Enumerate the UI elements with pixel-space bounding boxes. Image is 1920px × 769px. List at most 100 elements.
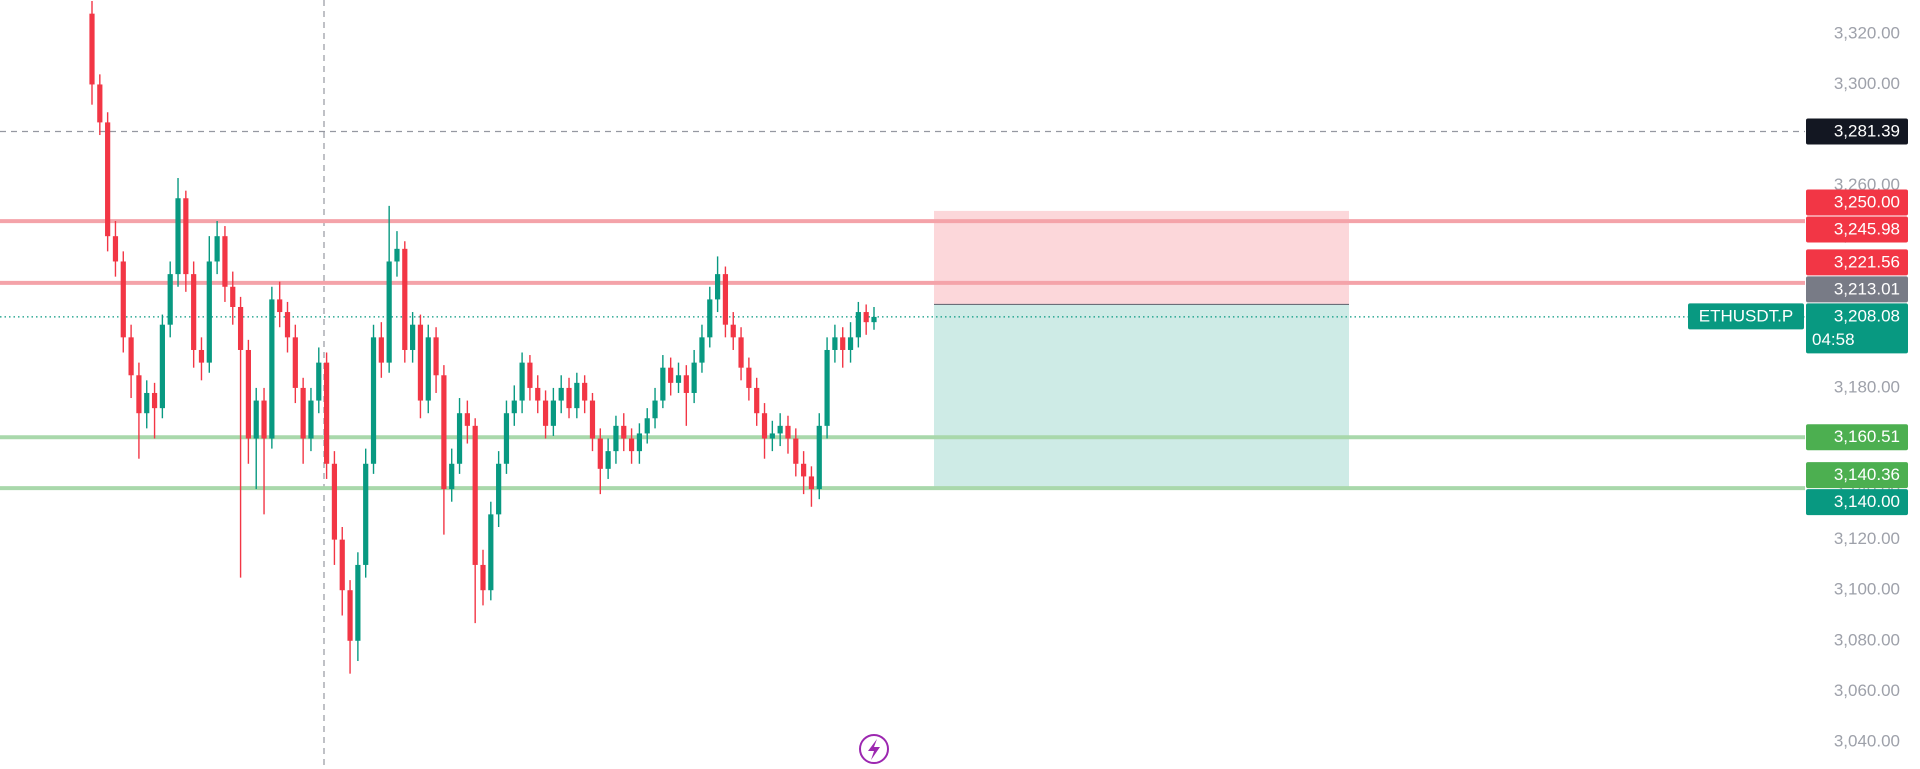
candle-body [402,248,408,350]
candle-body [292,337,298,388]
candle-body [97,84,103,123]
y-tick-label: 3,320.00 [1834,23,1900,42]
candle-body [847,337,854,350]
candle-body [410,324,416,350]
candle-body [550,400,556,426]
price-tag-label: 3,213.01 [1834,279,1900,298]
candle-body [284,312,291,338]
candle-body [206,261,212,363]
candle-body [347,590,353,641]
symbol-tag [1688,303,1804,330]
candle-body [237,306,244,350]
y-tick-label: 3,040.00 [1834,731,1900,750]
candle-body [370,337,377,464]
y-tick-label: 3,300.00 [1834,74,1900,93]
candle-body [144,392,150,414]
candle-body [824,349,830,426]
candle-body [754,387,760,414]
candle-body [191,274,197,350]
candle-body [660,367,666,401]
candle-body [183,198,189,275]
candle-body [636,433,642,452]
candle-body [394,248,400,262]
candle-body [417,324,424,401]
candle-body [652,400,658,419]
candle-body [464,413,470,426]
price-tag [1806,118,1908,145]
price-tag-label: 3,250.00 [1834,192,1900,211]
price-tag [1806,303,1908,354]
y-tick-label: 3,080.00 [1834,630,1900,649]
candle-body [378,337,384,363]
candle-body [277,299,283,313]
candle-body [449,463,455,490]
candle-body [738,337,744,368]
price-tag-label: 3,140.00 [1834,492,1900,511]
candle-body [746,367,752,388]
y-tick-label: 3,120.00 [1834,529,1900,548]
candle-body [840,337,846,350]
candle-body [597,438,603,469]
candle-body [519,362,525,401]
stop-zone [934,210,1349,305]
candle-body [261,400,267,439]
candle-body [558,387,564,401]
candle-body [324,362,330,464]
candle-body [816,425,822,490]
candle-body [167,274,173,325]
price-tag [1806,462,1908,489]
candle-body [621,425,627,439]
candle-body [605,451,611,469]
candle-body [456,413,463,464]
price-tag [1806,424,1908,451]
candle-body [433,337,439,376]
y-tick-label: 3,060.00 [1834,681,1900,700]
candle-body [355,564,361,641]
price-tag [1806,189,1908,216]
candle-body [136,375,142,414]
candle-body [198,349,205,363]
candle-body [245,349,251,439]
candle-body [691,362,697,393]
candle-body [214,236,220,262]
price-tag-label: 3,221.56 [1834,252,1900,271]
candle-body [644,418,650,434]
candle-body [488,514,494,591]
candle-body [730,324,736,338]
candle-body [441,375,447,490]
candle-body [574,382,580,409]
y-tick-label: 3,100.00 [1834,580,1900,599]
candle-body [871,316,877,323]
price-tag [1806,276,1908,303]
candle-body [112,236,119,262]
candle-body [582,382,588,401]
candle-body [120,261,126,338]
candle-body [863,312,869,323]
candle-body [668,367,674,383]
candle-body [159,324,165,409]
price-tag-label: 3,140.36 [1834,465,1900,484]
candle-body [566,387,572,409]
candle-body [253,400,259,439]
candle-body [613,425,619,452]
candle-body [535,387,541,401]
candle-body [308,400,314,439]
candle-body [722,274,729,325]
candle-body [331,463,338,540]
candle-body [785,425,791,439]
price-tag-label: 3,281.39 [1834,122,1900,141]
price-tag [1806,216,1908,243]
price-tag-label: 3,160.51 [1834,427,1900,446]
countdown: 04:58 [1812,330,1855,349]
candle-body [480,564,486,591]
price-tag-label: 3,245.98 [1834,219,1900,238]
y-tick-label: 3,180.00 [1834,377,1900,396]
candle-body [715,274,721,300]
candle-body [699,337,705,363]
price-tag [1806,249,1908,276]
candle-body [339,539,345,591]
candle-body [175,198,181,275]
lightning-icon [859,734,889,764]
candle-body [316,362,322,401]
symbol-label: ETHUSDT.P [1699,306,1793,325]
